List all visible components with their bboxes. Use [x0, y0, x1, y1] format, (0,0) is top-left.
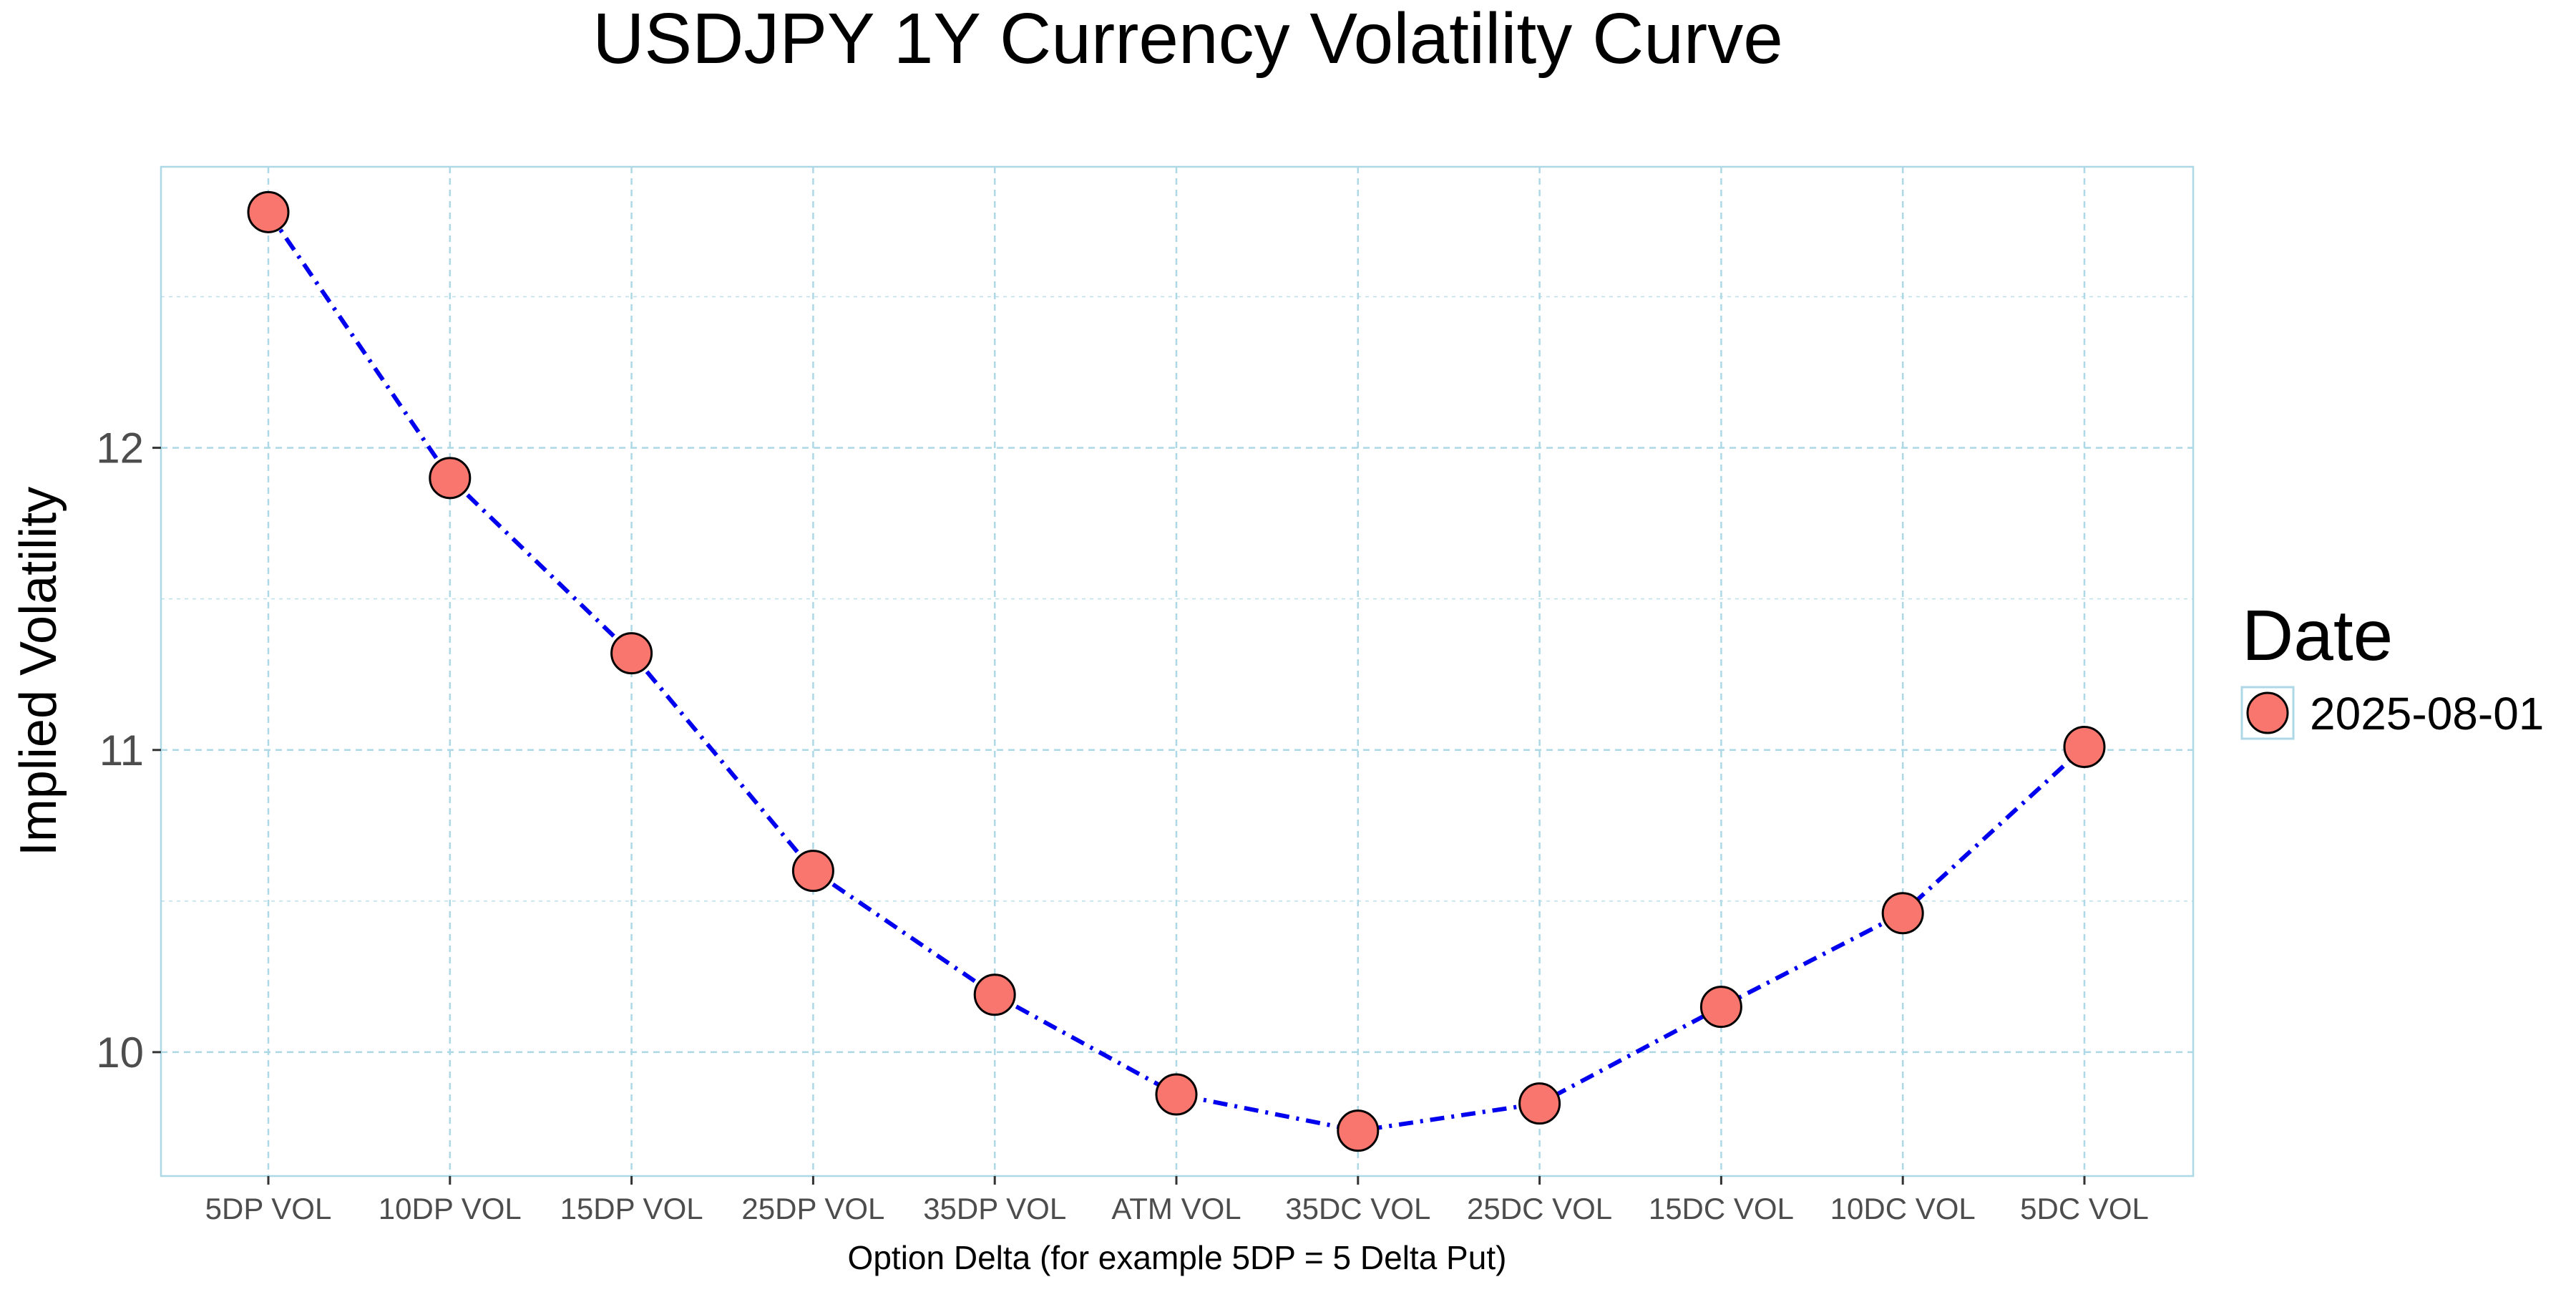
y-axis-label: Implied Volatility — [10, 487, 67, 856]
points-layer — [247, 190, 2106, 1152]
data-point — [1881, 892, 1924, 935]
x-tick-label: ATM VOL — [1111, 1192, 1241, 1225]
data-point — [791, 850, 834, 893]
legend-label: 2025-08-01 — [2310, 688, 2544, 739]
x-tick-label: 10DC VOL — [1830, 1192, 1976, 1225]
x-tick-label: 15DP VOL — [560, 1192, 703, 1225]
legend-key-point — [2246, 691, 2289, 734]
x-tick-label: 35DP VOL — [923, 1192, 1066, 1225]
data-point — [247, 190, 290, 233]
chart-title: USDJPY 1Y Currency Volatility Curve — [592, 0, 1783, 79]
data-point — [610, 632, 653, 675]
y-tick-label: 10 — [96, 1029, 144, 1077]
data-point — [1518, 1082, 1561, 1125]
data-point — [1155, 1073, 1198, 1116]
legend: Date 2025-08-01 — [2240, 596, 2544, 740]
x-tick-label: 5DP VOL — [205, 1192, 332, 1225]
y-tick-label: 12 — [96, 424, 144, 472]
x-axis-label: Option Delta (for example 5DP = 5 Delta … — [848, 1239, 1507, 1276]
data-point — [973, 973, 1016, 1016]
x-tick-label: 15DC VOL — [1649, 1192, 1794, 1225]
grid-layer — [161, 167, 2193, 1176]
legend-title: Date — [2242, 596, 2393, 676]
x-tick-label: 5DC VOL — [2020, 1192, 2149, 1225]
y-tick-label: 11 — [99, 727, 144, 774]
x-tick-label: 10DP VOL — [379, 1192, 522, 1225]
x-tick-label: 25DC VOL — [1467, 1192, 1612, 1225]
x-tick-label: 35DC VOL — [1285, 1192, 1430, 1225]
data-point — [2063, 726, 2106, 769]
series-line — [266, 210, 2087, 1133]
data-point — [1699, 986, 1742, 1029]
data-point — [1337, 1109, 1380, 1152]
data-point — [429, 457, 472, 500]
axis-layer: 10 11 12 5DP VOL 10DP VOL 15DP VOL 25DP VOL 35D… — [96, 424, 2149, 1225]
x-tick-label: 25DP VOL — [741, 1192, 884, 1225]
